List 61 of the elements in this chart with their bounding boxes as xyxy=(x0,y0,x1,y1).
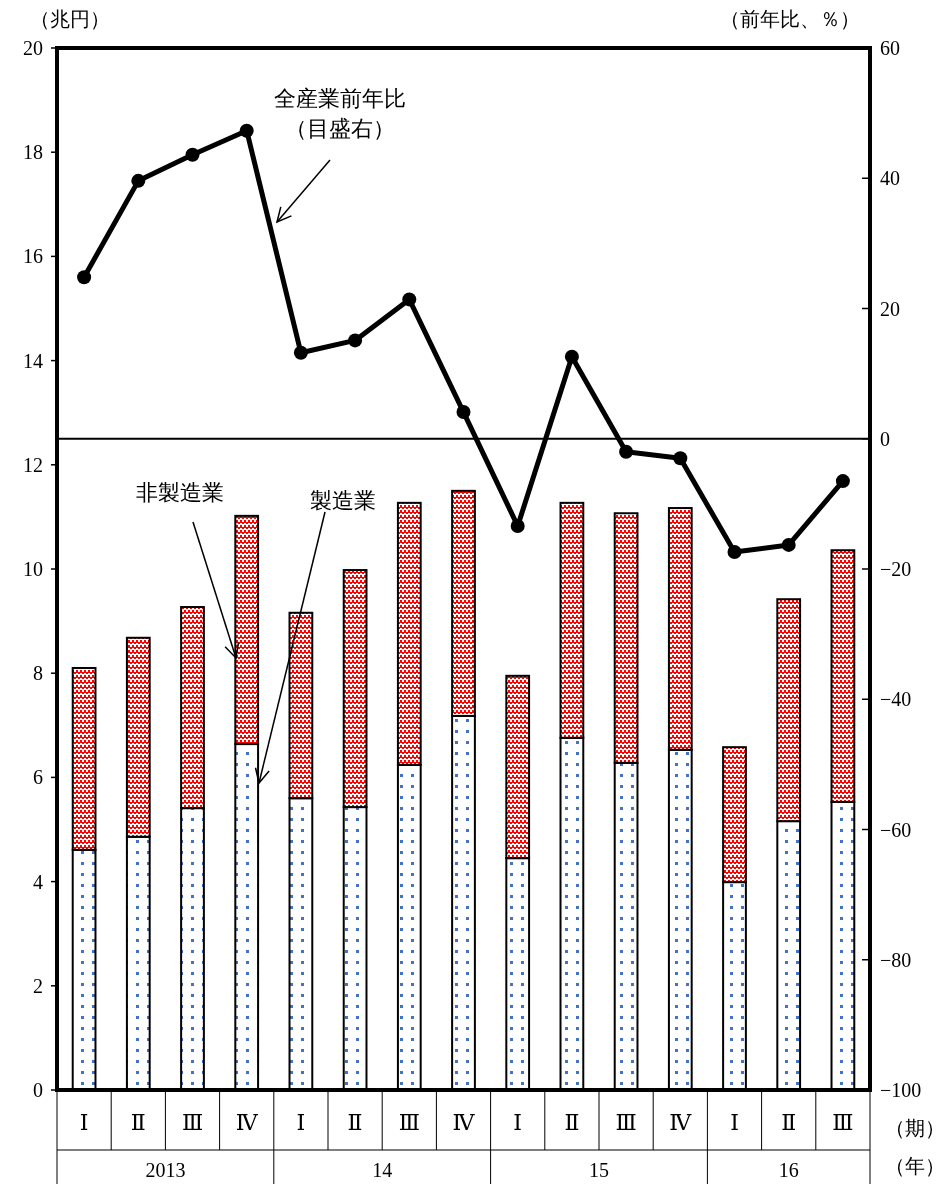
point xyxy=(293,345,308,360)
text: 15 xyxy=(589,1159,609,1181)
y-tick-label: 10 xyxy=(23,558,43,580)
x-tick-label: Ⅰ xyxy=(296,1110,306,1135)
y2-tick-label: 60 xyxy=(880,37,900,59)
point xyxy=(619,444,634,459)
y2-tick-label: 40 xyxy=(880,167,900,190)
y-axis-title: （兆円） xyxy=(30,8,110,30)
point xyxy=(510,519,525,534)
text: 製造業 xyxy=(310,488,376,513)
point xyxy=(77,270,92,285)
y2-tick-label: −80 xyxy=(880,948,912,971)
point xyxy=(673,451,688,466)
x-tick-label: Ⅱ xyxy=(564,1110,580,1135)
text: 2013 xyxy=(145,1159,186,1181)
point xyxy=(781,537,796,552)
y2-tick-label: −100 xyxy=(880,1079,922,1101)
y-tick-label: 14 xyxy=(23,349,43,372)
series-label: 非製造業 xyxy=(136,480,224,505)
y-tick-label: 2 xyxy=(33,974,43,997)
x-tick-label: Ⅱ xyxy=(781,1110,797,1135)
text: （期） xyxy=(885,1117,945,1139)
y2-tick-label: −20 xyxy=(880,558,912,580)
y2-tick-label: 20 xyxy=(880,297,900,320)
x-tick-label: Ⅰ xyxy=(513,1110,523,1135)
y-tick-label: 0 xyxy=(33,1079,43,1101)
y-tick-label: 12 xyxy=(23,453,43,476)
x-tick-label: Ⅱ xyxy=(347,1110,363,1135)
point xyxy=(348,333,363,348)
y2-tick-label: −40 xyxy=(880,688,912,711)
x-tick-label: Ⅲ xyxy=(615,1110,637,1135)
point xyxy=(185,147,200,162)
y-tick-label: 16 xyxy=(23,245,43,268)
y2-axis-title: （前年比、％） xyxy=(720,8,860,30)
x-tick-label: Ⅳ xyxy=(452,1110,476,1135)
x-tick-label: Ⅲ xyxy=(398,1110,420,1135)
point xyxy=(402,292,417,307)
point xyxy=(564,349,579,364)
x-tick-label: Ⅳ xyxy=(669,1110,693,1135)
y-tick-label: 18 xyxy=(23,141,43,164)
point xyxy=(131,173,146,188)
y2-tick-label: −60 xyxy=(880,818,912,841)
y-tick-label: 4 xyxy=(33,870,43,893)
y2-tick-label: 0 xyxy=(880,427,890,450)
point xyxy=(727,545,742,560)
x-tick-label: Ⅰ xyxy=(79,1110,89,1135)
x-tick-label: Ⅱ xyxy=(130,1110,146,1135)
series-label: 全産業前年比（目盛右） xyxy=(274,86,406,141)
point xyxy=(835,474,850,489)
x-tick-label: Ⅳ xyxy=(235,1110,259,1135)
y-tick-label: 8 xyxy=(33,662,43,685)
text: 14 xyxy=(372,1159,393,1181)
text: （年） xyxy=(885,1155,945,1177)
x-tick-label: Ⅰ xyxy=(730,1110,739,1135)
text: 16 xyxy=(778,1159,799,1181)
y-tick-label: 20 xyxy=(23,37,43,59)
x-tick-label: Ⅲ xyxy=(181,1110,204,1135)
point xyxy=(456,405,471,420)
x-tick-label: Ⅲ xyxy=(832,1110,854,1135)
y-tick-label: 6 xyxy=(33,766,43,789)
point xyxy=(239,123,254,138)
